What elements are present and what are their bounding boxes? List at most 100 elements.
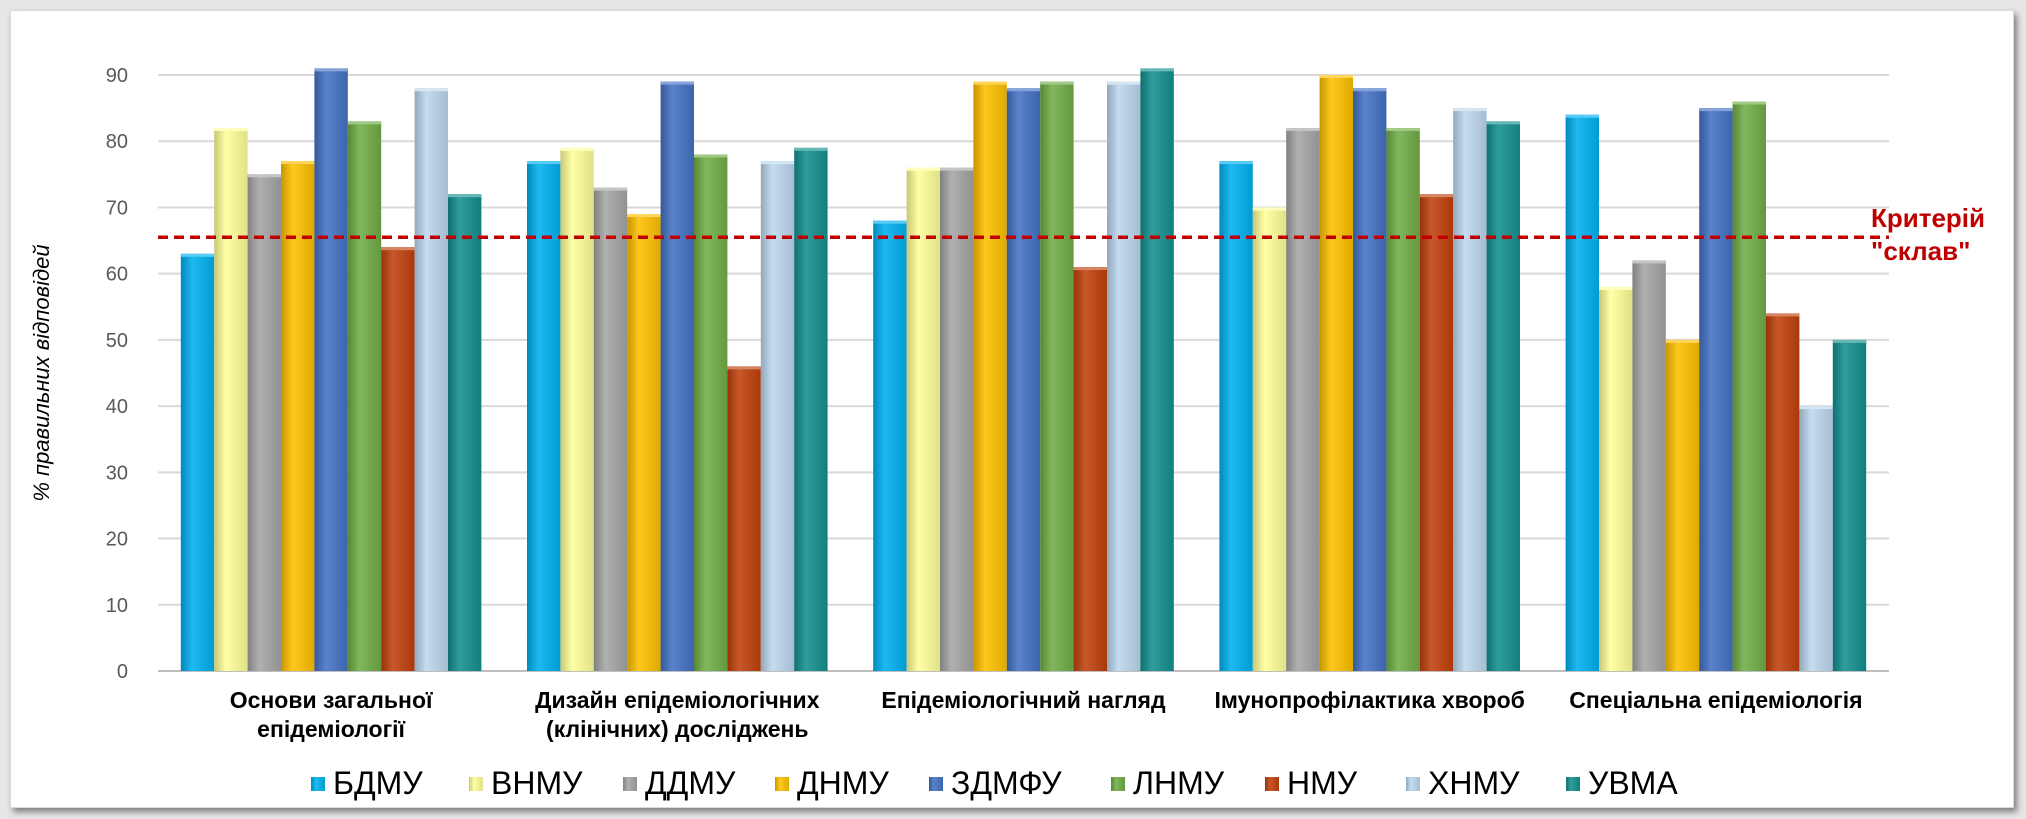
x-tick-label: Основи загальної [230, 687, 433, 713]
bar-top [973, 81, 1007, 85]
bar [381, 247, 415, 671]
bar-top [1599, 286, 1633, 290]
bar [1107, 81, 1141, 672]
x-tick-label: Спеціальна епідеміологія [1569, 687, 1862, 713]
legend-label: ДДМУ [645, 765, 736, 801]
y-tick-label: 20 [106, 529, 128, 551]
bar [180, 253, 215, 672]
y-axis-label: % правильних відповідей [29, 244, 54, 501]
bar [347, 121, 382, 672]
bar-top [414, 88, 448, 92]
legend-swatch [623, 777, 637, 791]
bar-top [1419, 194, 1454, 198]
bar-top [1832, 339, 1867, 343]
bar [906, 167, 940, 671]
legend-label: ХНМУ [1428, 765, 1520, 801]
bar [1219, 161, 1253, 672]
bar [940, 167, 974, 671]
legend-label: ЛНМУ [1133, 765, 1225, 801]
bar [1073, 267, 1107, 671]
legend-swatch [1566, 777, 1580, 791]
bar-top [1073, 267, 1107, 271]
x-tick-label: Імунопрофілактика хвороб [1215, 687, 1525, 713]
bar-top [1040, 81, 1074, 85]
legend-label: БДМУ [333, 765, 423, 801]
bar-top [281, 161, 315, 165]
bar-top [1353, 88, 1387, 92]
bar [1632, 260, 1666, 671]
bar [1599, 286, 1633, 671]
bar [694, 154, 728, 671]
bar-top [214, 127, 248, 131]
legend-label: ВНМУ [491, 765, 583, 801]
y-tick-label: 90 [106, 65, 128, 87]
bar-top [694, 154, 728, 158]
x-tick-label: (клінічних) досліджень [546, 716, 809, 742]
bar-top [760, 161, 795, 165]
y-tick-label: 0 [117, 661, 128, 683]
chart-frame: 0 10 20 30 40 50 60 70 80 90 % правильних відповід… [10, 10, 2014, 808]
bar-top [1732, 101, 1766, 105]
bar-top [247, 174, 281, 178]
bar-top [660, 81, 694, 85]
bar-top [727, 366, 761, 370]
bar [1006, 88, 1041, 671]
bar [1486, 121, 1520, 672]
bar [760, 161, 795, 672]
y-tick-label: 60 [106, 264, 128, 286]
bar [727, 366, 761, 671]
bar [1766, 313, 1800, 671]
legend-swatch [1265, 777, 1279, 791]
y-tick-label: 50 [106, 330, 128, 352]
bar [448, 194, 482, 671]
bar [593, 187, 628, 672]
bar [794, 147, 828, 671]
y-tick-label: 40 [106, 396, 128, 418]
bar [527, 161, 561, 672]
bar [660, 81, 694, 672]
legend-swatch [1111, 777, 1125, 791]
legend-label: УВМА [1588, 765, 1678, 801]
bar-top [1140, 68, 1174, 72]
legend-swatch [469, 777, 483, 791]
bar [1286, 127, 1320, 671]
bar-top [593, 187, 628, 191]
bar-top [1565, 114, 1599, 118]
bar [560, 147, 594, 671]
x-tick-label: Дизайн епідеміологічних [535, 687, 820, 713]
bar-top [1453, 108, 1487, 112]
bar [214, 127, 248, 671]
legend-swatch [311, 777, 325, 791]
bar-top [527, 161, 561, 165]
bar-top [1286, 127, 1320, 131]
bar [1732, 101, 1766, 671]
bar [1353, 88, 1387, 671]
bar [627, 214, 661, 672]
bar-top [381, 247, 415, 251]
bar [414, 88, 448, 671]
bar-top [1632, 260, 1666, 264]
bar [1140, 68, 1174, 671]
bar-top [1699, 108, 1733, 112]
bar-top [906, 167, 940, 171]
bar [1319, 75, 1353, 671]
legend-swatch [929, 777, 943, 791]
y-tick-label: 30 [106, 462, 128, 484]
bar-chart: 0 10 20 30 40 50 60 70 80 90 % правильних відповід… [29, 65, 1985, 801]
bar-top [1486, 121, 1520, 125]
bar [1419, 194, 1454, 671]
criterion-label: Критерій [1871, 203, 1985, 233]
bar-top [1107, 81, 1141, 85]
bar [314, 68, 348, 671]
bar-top [794, 147, 828, 151]
bar [1252, 207, 1287, 671]
bar [1665, 339, 1700, 671]
legend-label: ДНМУ [797, 765, 889, 801]
bar-top [314, 68, 348, 72]
bar [1799, 406, 1833, 671]
bar [873, 220, 907, 671]
bar [973, 81, 1007, 672]
x-tick-label: епідеміології [257, 716, 405, 742]
y-tick-label: 70 [106, 197, 128, 219]
criterion-label: "склав" [1871, 236, 1970, 266]
